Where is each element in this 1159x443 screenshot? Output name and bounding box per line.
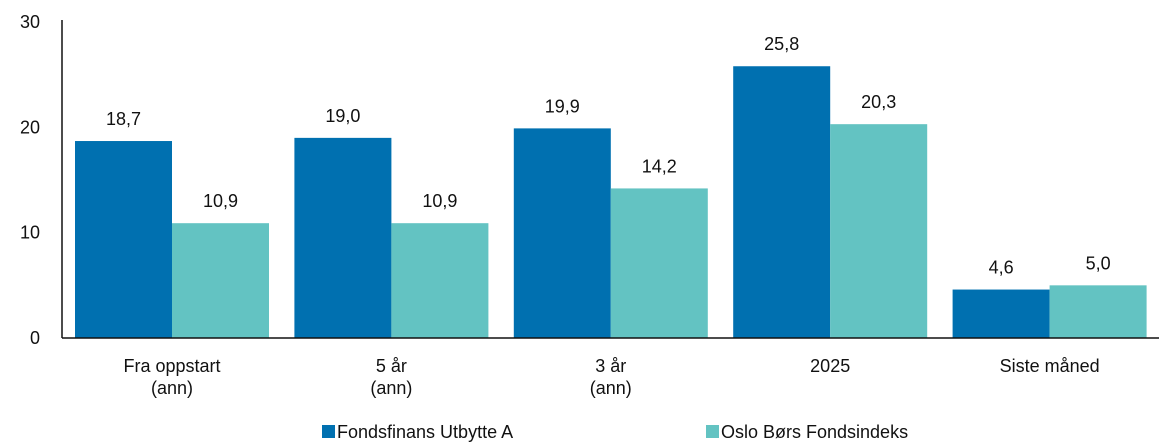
category-label: Siste måned [1000, 356, 1100, 376]
bar [610, 188, 708, 338]
category-label: 2025 [810, 356, 850, 376]
category-label: 5 år (ann) [370, 356, 412, 398]
data-label: 18,7 [106, 109, 141, 129]
y-tick-label: 10 [20, 223, 40, 243]
legend-swatch [322, 425, 335, 438]
bar [830, 124, 928, 338]
bars: 18,7 10,9 19,0 10,9 19,9 14,2 25,8 20,3 4,6 5,0 [75, 34, 1147, 339]
legend-label: Oslo Børs Fondsindeks [721, 422, 908, 442]
data-label: 10,9 [422, 191, 457, 211]
category-label: Fra oppstart (ann) [123, 356, 220, 398]
data-label: 10,9 [203, 191, 238, 211]
y-tick-label: 20 [20, 117, 40, 137]
y-tick-label: 0 [30, 328, 40, 348]
bar [75, 141, 172, 338]
y-tick-label: 30 [20, 12, 40, 32]
bar [513, 128, 611, 338]
bar [172, 223, 269, 338]
data-label: 14,2 [642, 156, 677, 176]
y-axis: 0 10 20 30 [20, 12, 63, 348]
data-label: 19,0 [325, 106, 360, 126]
category-label: 3 år (ann) [590, 356, 632, 398]
data-label: 5,0 [1086, 253, 1111, 273]
data-label: 19,9 [545, 96, 580, 116]
legend-label: Fondsfinans Utbytte A [337, 422, 513, 442]
legend: Fondsfinans Utbytte A Oslo Børs Fondsinde… [322, 422, 908, 442]
bar [952, 289, 1050, 338]
data-label: 4,6 [989, 258, 1014, 278]
bar [733, 66, 831, 339]
data-label: 20,3 [861, 92, 896, 112]
bar [391, 223, 489, 338]
x-axis: Fra oppstart (ann) 5 år (ann) 3 år (ann) 2025 S… [62, 337, 1159, 398]
legend-swatch [706, 425, 719, 438]
bar [294, 137, 392, 338]
data-label: 25,8 [764, 34, 799, 54]
bar [1049, 285, 1147, 338]
